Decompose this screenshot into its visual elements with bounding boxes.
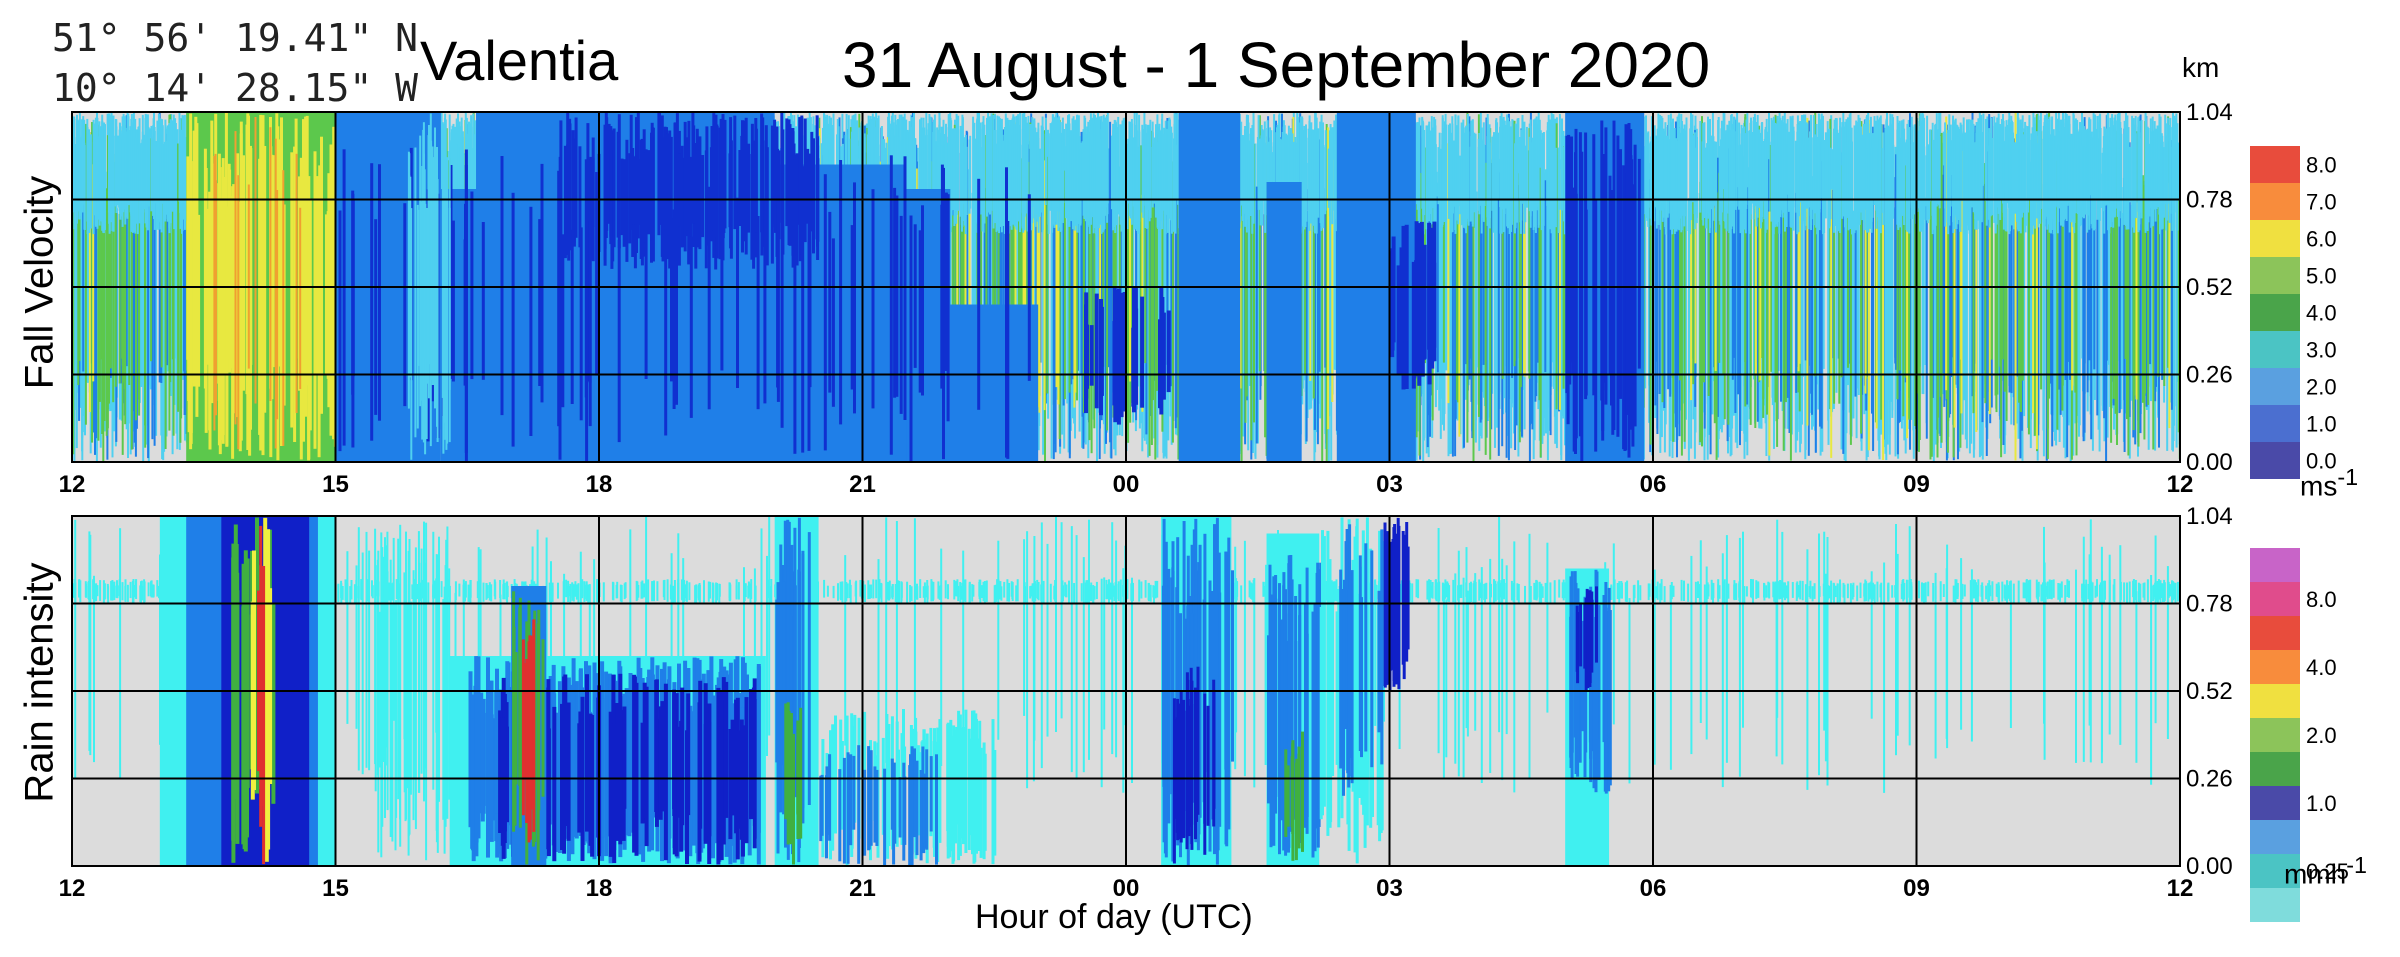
station-name: Valentia [420, 29, 619, 92]
fall-velocity-colorbar-label: 6.0 [2306, 227, 2337, 252]
rain-intensity-colorbar-label: 2.0 [2306, 723, 2337, 748]
x-tick-label: 12 [2167, 875, 2194, 902]
x-tick-label: 18 [586, 875, 613, 902]
fall-velocity-colorbar-swatch [2250, 442, 2300, 479]
x-tick-label: 03 [1376, 875, 1403, 902]
rain-intensity-unit: mmh-1 [2284, 852, 2367, 890]
rain-intensity-colorbar-label: 8.0 [2306, 587, 2337, 612]
rain-intensity-plot [71, 515, 2181, 867]
x-tick-label: 21 [849, 875, 876, 902]
fall-velocity-colorbar-swatch [2250, 146, 2300, 183]
rain-intensity-colorbar-swatch [2250, 786, 2300, 820]
chart-title: 31 August - 1 September 2020 [842, 29, 1711, 101]
fall-velocity-colorbar-swatch [2250, 257, 2300, 294]
rain-intensity-colorbar-swatch [2250, 684, 2300, 718]
rain-intensity-frame [71, 515, 2181, 867]
fall-velocity-colorbar-swatch [2250, 331, 2300, 368]
fall-velocity-colorbar-label: 8.0 [2306, 153, 2337, 178]
rain-intensity-colorbar-label: 1.0 [2306, 791, 2337, 816]
height-unit-label: km [2182, 52, 2220, 83]
x-tick-label: 06 [1640, 471, 1667, 498]
fall-velocity-heatmap [72, 112, 2180, 462]
fall-velocity-colorbar-label: 5.0 [2306, 264, 2337, 289]
y-tick-label: 0.52 [2186, 274, 2233, 301]
fall-velocity-unit: ms-1 [2300, 464, 2359, 502]
x-tick-label: 12 [2167, 471, 2194, 498]
fall-velocity-colorbar-label: 1.0 [2306, 412, 2337, 437]
y-tick-label: 0.78 [2186, 591, 2233, 618]
rain-intensity-colorbar-label: 0.25 [2306, 859, 2349, 884]
longitude-label: 10° 14' 28.15" W [52, 66, 419, 110]
x-tick-label: 00 [1113, 471, 1140, 498]
rain-intensity-ylabel: Rain intensity [17, 562, 62, 803]
y-tick-label: 0.26 [2186, 766, 2233, 793]
x-tick-label: 06 [1640, 875, 1667, 902]
rain-intensity-colorbar-swatch [2250, 548, 2300, 582]
fall-velocity-colorbar-swatch [2250, 220, 2300, 257]
rain-intensity-colorbar-swatch [2250, 582, 2300, 616]
x-tick-label: 12 [59, 471, 86, 498]
fall-velocity-ylabel: Fall Velocity [17, 175, 62, 390]
fall-velocity-colorbar-label: 7.0 [2306, 190, 2337, 215]
y-tick-label: 0.26 [2186, 362, 2233, 389]
fall-velocity-plot [71, 111, 2181, 463]
fall-velocity-colorbar-swatch [2250, 183, 2300, 220]
x-tick-label: 18 [586, 471, 613, 498]
fall-velocity-frame [71, 111, 2181, 463]
fall-velocity-colorbar-swatch [2250, 294, 2300, 331]
rain-intensity-colorbar-swatch [2250, 650, 2300, 684]
y-tick-label: 0.52 [2186, 678, 2233, 705]
y-tick-label: 0.00 [2186, 853, 2233, 880]
x-axis-title: Hour of day (UTC) [975, 898, 1253, 936]
rain-intensity-colorbar-swatch [2250, 820, 2300, 854]
x-tick-label: 00 [1113, 875, 1140, 902]
rain-intensity-colorbar-swatch [2250, 888, 2300, 922]
rain-intensity-colorbar-swatch [2250, 752, 2300, 786]
y-tick-label: 1.04 [2186, 503, 2233, 530]
x-tick-label: 12 [59, 875, 86, 902]
x-tick-label: 03 [1376, 471, 1403, 498]
y-tick-label: 0.00 [2186, 449, 2233, 476]
fall-velocity-colorbar-label: 3.0 [2306, 338, 2337, 363]
fall-velocity-colorbar-label: 2.0 [2306, 375, 2337, 400]
x-tick-label: 15 [322, 471, 349, 498]
rain-intensity-colorbar-swatch [2250, 616, 2300, 650]
x-tick-label: 09 [1903, 471, 1930, 498]
rain-intensity-colorbar-label: 4.0 [2306, 655, 2337, 680]
y-tick-label: 0.78 [2186, 187, 2233, 214]
x-tick-label: 09 [1903, 875, 1930, 902]
rain-intensity-colorbar-swatch [2250, 718, 2300, 752]
fall-velocity-colorbar-label: 4.0 [2306, 301, 2337, 326]
latitude-label: 51° 56' 19.41" N [52, 16, 419, 60]
fall-velocity-colorbar-swatch [2250, 405, 2300, 442]
fall-velocity-colorbar-swatch [2250, 368, 2300, 405]
fall-velocity-colorbar-label: 0.0 [2306, 449, 2337, 474]
x-tick-label: 15 [322, 875, 349, 902]
y-tick-label: 1.04 [2186, 99, 2233, 126]
x-tick-label: 21 [849, 471, 876, 498]
rain-intensity-colorbar-swatch [2250, 854, 2300, 888]
